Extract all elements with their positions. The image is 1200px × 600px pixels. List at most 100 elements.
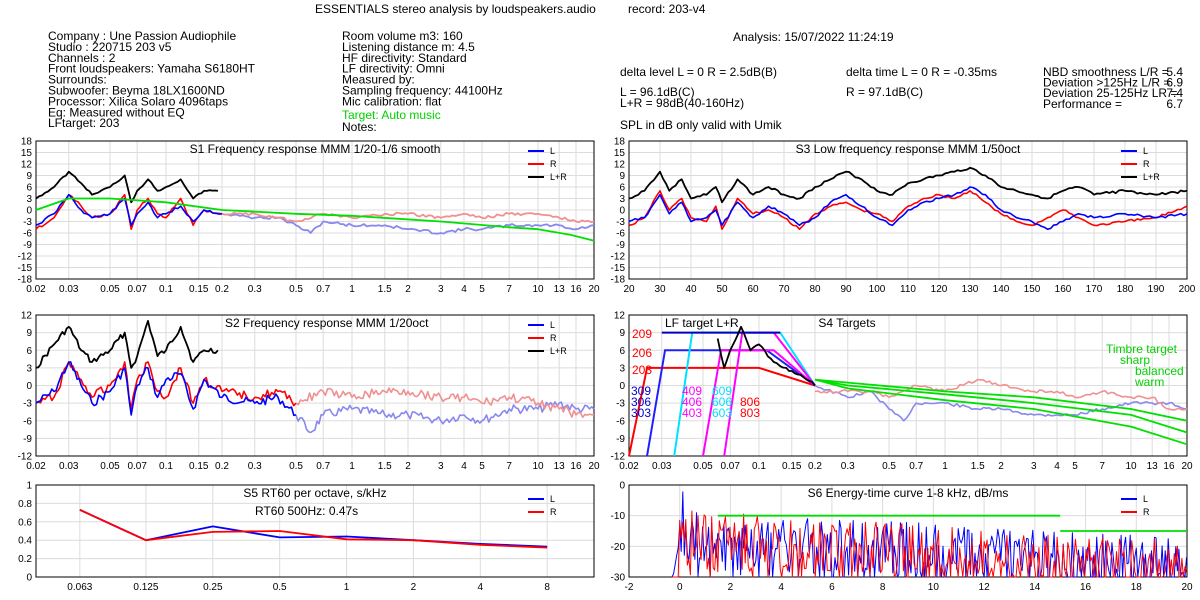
y-tick-label: -6 bbox=[616, 416, 625, 427]
x-tick-label: 0.03 bbox=[59, 284, 79, 295]
sum-level: L+R = 98dB(40-160Hz) bbox=[620, 96, 744, 110]
info-line: Room volume m3: 160 bbox=[342, 29, 463, 43]
legend-label: L+R bbox=[550, 172, 567, 182]
plot-frame bbox=[628, 140, 1188, 280]
series-lr bbox=[35, 319, 219, 369]
report-title: ESSENTIALS stereo analysis by loudspeake… bbox=[315, 2, 596, 16]
x-tick-label: 0.1 bbox=[752, 461, 766, 472]
x-tick-label: 12 bbox=[979, 582, 991, 593]
lf-label: 303 bbox=[631, 406, 651, 420]
series-r bbox=[79, 508, 548, 549]
x-tick-label: 70 bbox=[778, 284, 790, 295]
y-tick-label: 9 bbox=[619, 171, 625, 182]
x-tick-label: 10 bbox=[532, 461, 544, 472]
x-tick-label: 150 bbox=[1024, 284, 1041, 295]
x-tick-label: 0.07 bbox=[127, 461, 147, 472]
y-tick-label: -9 bbox=[616, 240, 625, 251]
series-r bbox=[814, 378, 1188, 411]
y-tick-label: 9 bbox=[26, 328, 32, 339]
record-id: record: 203-v4 bbox=[628, 2, 706, 16]
chart-title: S6 Energy-time curve 1-8 kHz, dB/ms bbox=[808, 486, 1009, 500]
y-tick-label: 12 bbox=[21, 160, 33, 171]
y-tick-label: -12 bbox=[18, 452, 33, 463]
x-tick-label: 0.1 bbox=[159, 284, 173, 295]
x-tick-label: 0.3 bbox=[248, 461, 262, 472]
x-tick-label: 1 bbox=[349, 461, 355, 472]
x-tick-label: 16 bbox=[570, 461, 582, 472]
x-tick-label: 8 bbox=[544, 582, 550, 593]
chart-title: S4 Targets bbox=[818, 316, 875, 330]
x-tick-label: 7 bbox=[506, 461, 512, 472]
y-tick-label: 0 bbox=[26, 573, 32, 584]
metric-value: 5.4 bbox=[1166, 65, 1183, 79]
x-tick-label: 10 bbox=[532, 284, 544, 295]
x-tick-label: 4 bbox=[478, 582, 484, 593]
timbre-target-line bbox=[814, 378, 1188, 434]
x-tick-label: 0.3 bbox=[248, 284, 262, 295]
series-lr bbox=[628, 166, 1188, 204]
y-tick-label: 0.4 bbox=[18, 536, 32, 547]
y-tick-label: -18 bbox=[18, 275, 33, 286]
info-line: Processor: Xilica Solaro 4096taps bbox=[48, 94, 228, 108]
series-l-hf bbox=[221, 212, 595, 235]
y-tick-label: 0.2 bbox=[18, 554, 32, 565]
chart-title: S2 Frequency response MMM 1/20oct bbox=[225, 316, 429, 330]
info-line: Mic calibration: flat bbox=[342, 94, 442, 108]
y-tick-label: 3 bbox=[26, 363, 32, 374]
timbre-label: warm bbox=[1134, 375, 1164, 389]
metric-label: NBD smoothness L/R = bbox=[1043, 65, 1169, 79]
y-tick-label: -6 bbox=[23, 416, 32, 427]
y-tick-label: 12 bbox=[614, 160, 626, 171]
x-tick-label: 0 bbox=[677, 582, 683, 593]
x-tick-label: 4 bbox=[461, 284, 467, 295]
x-tick-label: 20 bbox=[1181, 582, 1193, 593]
x-tick-label: 0.5 bbox=[273, 582, 287, 593]
info-line: Subwoofer: Beyma 18LX1600ND bbox=[48, 84, 225, 98]
x-tick-label: 160 bbox=[1055, 284, 1072, 295]
lf-label: 206 bbox=[632, 346, 652, 360]
y-tick-label: 18 bbox=[614, 137, 626, 148]
x-tick-label: 20 bbox=[1181, 461, 1193, 472]
legend-label: L bbox=[1143, 146, 1148, 156]
x-tick-label: 3 bbox=[1031, 461, 1037, 472]
y-tick-label: 0 bbox=[619, 206, 625, 217]
x-tick-label: 1 bbox=[344, 582, 350, 593]
x-tick-label: 20 bbox=[588, 461, 600, 472]
lf-target-curve bbox=[628, 366, 816, 457]
series-l bbox=[35, 361, 297, 417]
y-tick-label: -12 bbox=[611, 452, 626, 463]
lf-label: 609 bbox=[712, 384, 732, 398]
legend-label: R bbox=[550, 507, 557, 517]
series-l bbox=[814, 384, 1188, 422]
series-l bbox=[628, 186, 1188, 230]
lf-label: 603 bbox=[712, 406, 732, 420]
y-tick-label: -6 bbox=[616, 229, 625, 240]
x-tick-label: 0.3 bbox=[841, 461, 855, 472]
x-tick-label: 140 bbox=[993, 284, 1010, 295]
x-tick-label: 110 bbox=[900, 284, 916, 295]
y-tick-label: 3 bbox=[619, 194, 625, 205]
legend-label: R bbox=[550, 333, 557, 343]
y-tick-label: 6 bbox=[619, 346, 625, 357]
x-tick-label: 13 bbox=[554, 284, 566, 295]
chart-s5-rt60: 0.063 0.125 0.25 0.5 1 2 4 8 1 0.8 0.6 0.4 0.2 0 S5 RT… bbox=[18, 481, 595, 593]
y-tick-label: 1 bbox=[26, 481, 32, 492]
y-tick-label: 0 bbox=[26, 381, 32, 392]
legend-label: R bbox=[1143, 507, 1150, 517]
chart-s4-targets: 0.02 0.03 0.05 0.07 0.1 0.15 0.2 0.3 0.5 0.7 1 1.5 2… bbox=[611, 311, 1193, 473]
target-label: Target: Auto music bbox=[342, 108, 441, 122]
x-tick-label: 190 bbox=[1148, 284, 1165, 295]
lf-label: 409 bbox=[682, 384, 702, 398]
y-tick-label: 3 bbox=[619, 363, 625, 374]
metric-value: 6.7 bbox=[1166, 97, 1183, 111]
x-tick-label: 4 bbox=[778, 582, 784, 593]
series-l-hf bbox=[295, 401, 595, 434]
y-tick-label: 9 bbox=[619, 328, 625, 339]
x-tick-label: 14 bbox=[1029, 582, 1041, 593]
x-tick-label: 4 bbox=[461, 461, 467, 472]
y-tick-label: 12 bbox=[614, 311, 626, 322]
x-tick-label: 1 bbox=[942, 461, 948, 472]
series-target bbox=[35, 197, 595, 242]
x-tick-label: 2 bbox=[405, 461, 411, 472]
